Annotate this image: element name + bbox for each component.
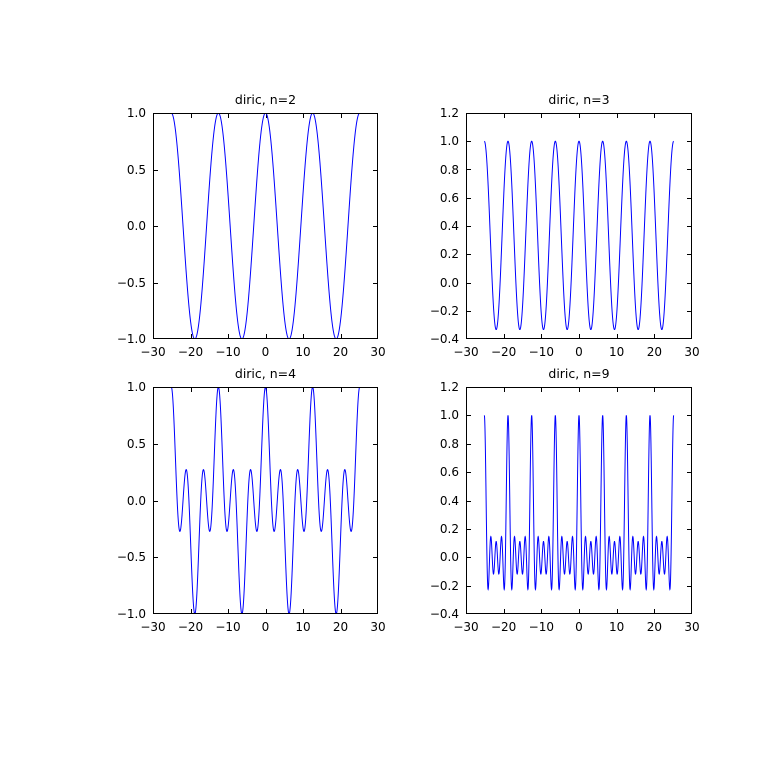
y-tick-label: 0.0	[439, 275, 459, 290]
axes-frame	[466, 113, 692, 339]
plot-area	[466, 113, 693, 340]
subplot-diric-n9: diric, n=9 −30 −20 −10 0 10 20 30 −0.4 −0.2 0.0 0.…	[430, 366, 700, 634]
x-tick-label: −20	[177, 620, 204, 634]
x-tick-label: 0	[261, 345, 270, 359]
plot-svg	[153, 112, 379, 340]
plot-area	[153, 112, 379, 340]
plot-svg	[466, 113, 693, 340]
line-series	[170, 386, 361, 615]
y-tick-label: 0.6	[439, 465, 459, 480]
y-tick-label: 0.4	[439, 493, 459, 508]
x-tick-label: 0	[575, 345, 583, 359]
x-tick-label: 10	[295, 620, 311, 634]
y-tick-label: 1.0	[126, 106, 146, 120]
x-tick-label: −10	[528, 620, 554, 634]
x-tick-label: 30	[370, 345, 386, 359]
x-tick-label: 20	[332, 620, 349, 634]
x-tick-label: 10	[295, 345, 311, 359]
y-tick-label: 1.2	[439, 106, 459, 120]
subplot-title: diric, n=2	[234, 92, 297, 107]
x-tick-label: 10	[609, 345, 625, 359]
y-tick-label: 0.0	[126, 219, 146, 233]
y-tick-label: 1.0	[439, 408, 459, 423]
y-tick-label: 1.0	[126, 380, 146, 394]
x-tick-label: 0	[261, 620, 270, 634]
subplot-title: diric, n=3	[548, 92, 610, 107]
x-tick-label: −10	[215, 345, 241, 359]
plot-area	[466, 387, 693, 615]
y-tick-label: −0.4	[429, 607, 459, 621]
y-tick-label: −0.5	[116, 275, 146, 290]
x-tick-label: 30	[684, 345, 700, 359]
y-tick-label: −0.4	[429, 332, 459, 346]
subplot-diric-n3: diric, n=3 −30 −20 −10 0 10 20 30 −0.4 −0.2 0.0 0.…	[430, 92, 700, 359]
line-series	[484, 140, 674, 331]
x-tick-label: 30	[370, 620, 386, 634]
y-tick-label: −0.5	[116, 550, 146, 565]
x-tick-label: 20	[332, 345, 349, 359]
y-tick-label: 1.2	[439, 380, 459, 394]
y-tick-label: 0.8	[439, 162, 459, 177]
x-tick-label: −30	[453, 620, 479, 634]
x-tick-label: 20	[646, 345, 662, 359]
y-tick-label: 0.0	[126, 493, 146, 508]
plot-svg	[153, 386, 379, 615]
axes-frame	[153, 387, 378, 614]
y-tick-label: 0.2	[439, 521, 459, 536]
y-tick-label: 0.8	[439, 436, 459, 451]
axes-frame	[466, 387, 692, 614]
subplot-diric-n2: diric, n=2 −30 −20 −10 0 10 20 30 −1.0 −0.5 0.0 0.…	[117, 92, 386, 359]
x-tick-label: −30	[140, 620, 166, 634]
subplot-title: diric, n=4	[234, 366, 297, 381]
x-tick-label: −10	[528, 345, 554, 359]
subplot-title: diric, n=9	[548, 366, 610, 381]
y-tick-label: −1.0	[116, 607, 146, 621]
line-series	[171, 112, 360, 340]
y-tick-label: −0.2	[429, 303, 459, 318]
line-series	[483, 415, 675, 591]
y-tick-label: −1.0	[116, 332, 146, 346]
y-tick-label: 0.5	[126, 436, 146, 451]
y-tick-label: 0.6	[439, 190, 459, 205]
plot-area	[153, 386, 379, 615]
y-tick-label: 0.5	[126, 162, 146, 177]
x-tick-label: 30	[684, 620, 700, 634]
x-tick-label: −20	[490, 345, 517, 359]
axes-frame	[153, 113, 378, 339]
x-tick-label: −20	[490, 620, 517, 634]
plot-svg	[466, 387, 693, 615]
x-tick-label: −10	[215, 620, 241, 634]
y-tick-label: 0.0	[439, 550, 459, 565]
y-tick-label: 0.4	[439, 219, 459, 233]
x-tick-label: 10	[609, 620, 625, 634]
y-tick-label: −0.2	[429, 578, 459, 593]
y-tick-label: 0.2	[439, 247, 459, 262]
x-tick-label: −30	[453, 345, 479, 359]
subplot-diric-n4: diric, n=4 −30 −20 −10 0 10 20 30 −1.0 −0.5 0.0 0.…	[117, 366, 386, 634]
x-tick-label: −20	[177, 345, 204, 359]
y-tick-label: 1.0	[439, 134, 459, 149]
x-tick-label: −30	[140, 345, 166, 359]
x-tick-label: 20	[646, 620, 662, 634]
x-tick-label: 0	[575, 620, 583, 634]
